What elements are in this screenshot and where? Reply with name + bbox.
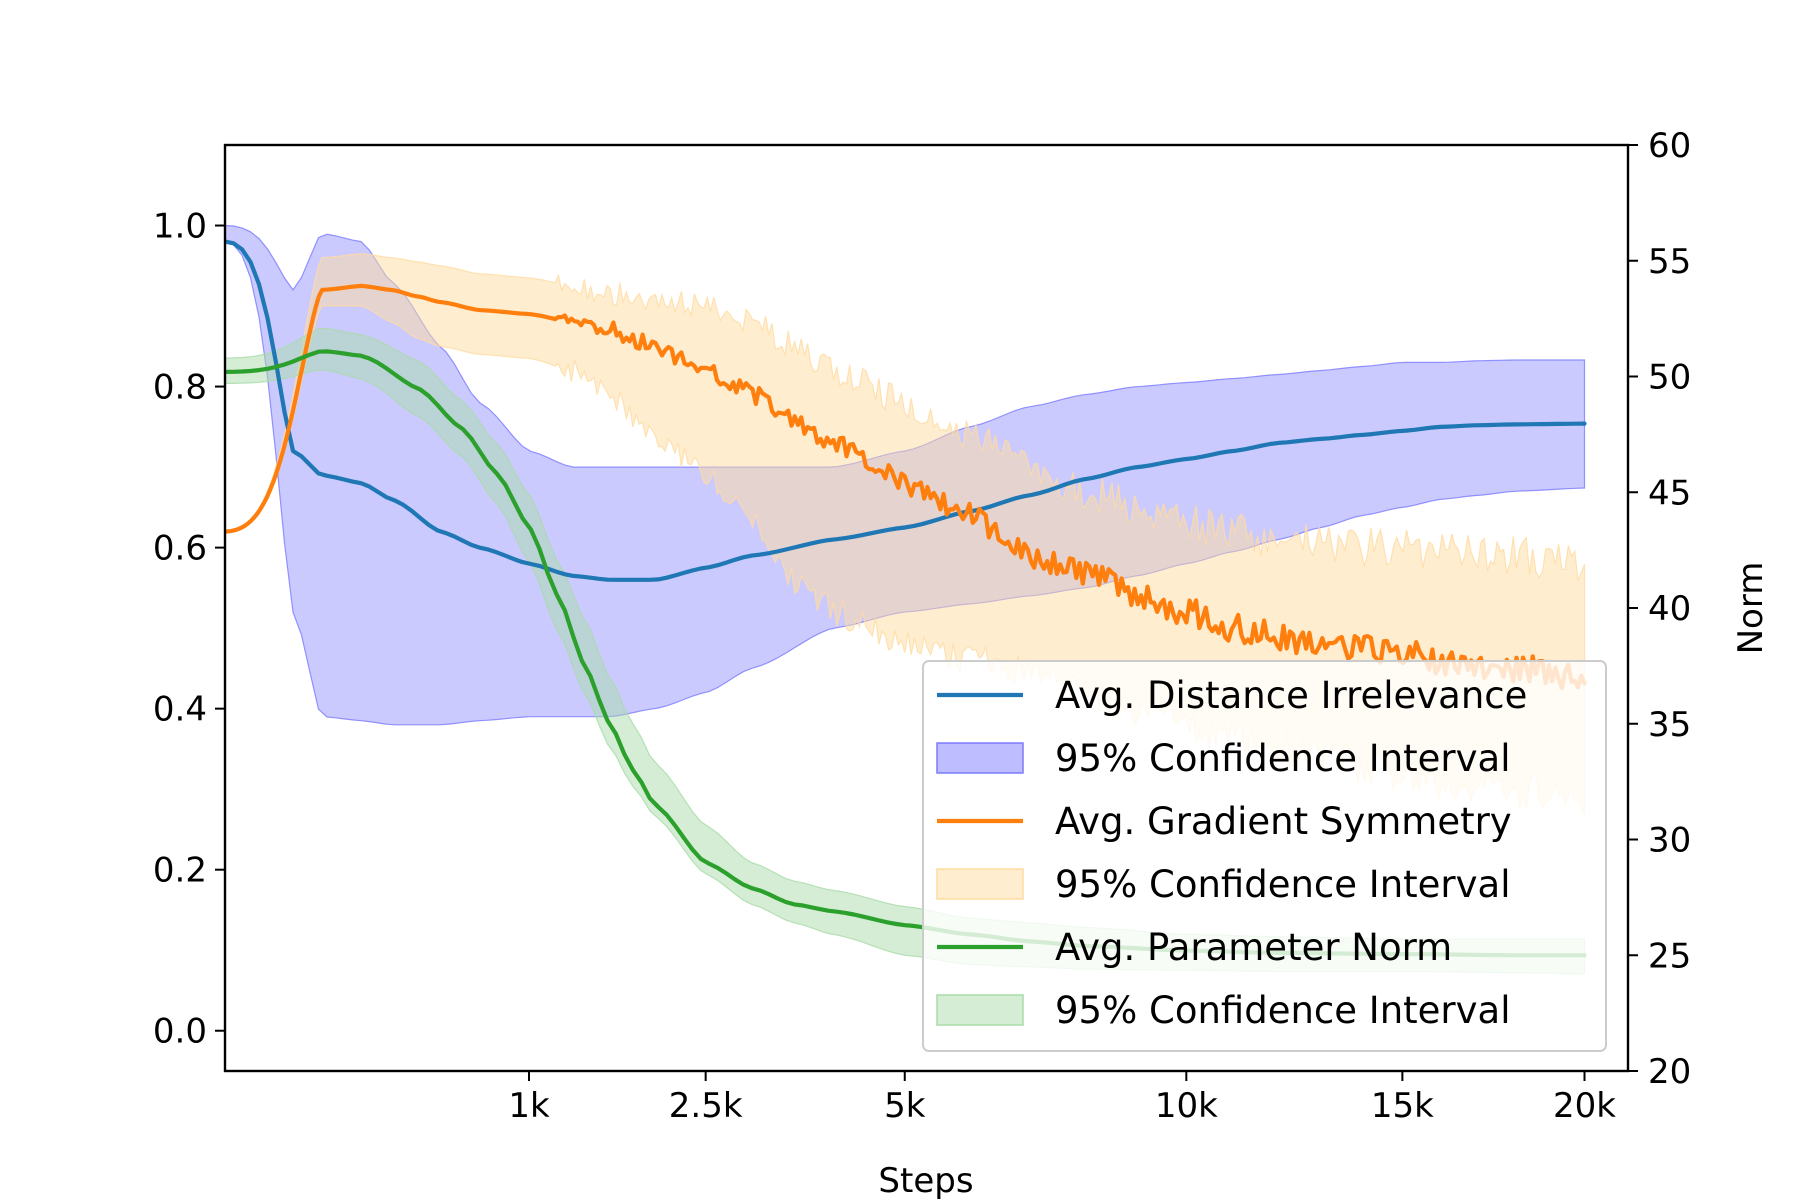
right-y-tick-label: 55 [1648, 242, 1691, 282]
x-tick-label: 5k [884, 1086, 926, 1126]
x-axis-title: Steps [878, 1161, 973, 1200]
left-y-tick-label: 0.0 [153, 1012, 207, 1052]
left-y-tick-label: 1.0 [153, 207, 207, 247]
legend-label: 95% Confidence Interval [1055, 737, 1511, 780]
legend-label: 95% Confidence Interval [1055, 863, 1511, 906]
right-y-tick-label: 60 [1648, 126, 1691, 166]
right-y-tick-label: 40 [1648, 589, 1691, 629]
legend: Avg. Distance Irrelevance 95% Confidence … [922, 660, 1607, 1052]
legend-label: Avg. Parameter Norm [1055, 926, 1452, 969]
left-y-tick-label: 0.2 [153, 851, 207, 891]
legend-band-swatch-2 [936, 868, 1024, 900]
left-y-tick-label: 0.4 [153, 690, 207, 730]
x-tick-label: 10k [1155, 1086, 1218, 1126]
left-y-tick-label: 0.8 [153, 368, 207, 408]
x-axis-ticks: 1k 2.5k 5k 10k 15k 20k [508, 1071, 1616, 1126]
series-line-1 [225, 239, 1587, 582]
legend-label: Avg. Distance Irrelevance [1055, 674, 1527, 717]
series-line-2 [225, 283, 1587, 690]
x-tick-label: 1k [508, 1086, 550, 1126]
left-y-axis-ticks: 0.0 0.2 0.4 0.6 0.8 1.0 [153, 207, 225, 1052]
legend-box [922, 660, 1607, 1052]
legend-band-swatch-3 [936, 994, 1024, 1026]
right-y-axis-ticks: 20 25 30 35 40 45 50 55 60 [1628, 126, 1691, 1092]
right-y-tick-label: 35 [1648, 705, 1691, 745]
right-y-tick-label: 20 [1648, 1052, 1691, 1092]
right-y-tick-label: 25 [1648, 936, 1691, 976]
x-tick-label: 20k [1553, 1086, 1616, 1126]
right-y-tick-label: 30 [1648, 821, 1691, 861]
x-tick-label: 2.5k [669, 1086, 743, 1126]
right-y-tick-label: 50 [1648, 358, 1691, 398]
legend-label: 95% Confidence Interval [1055, 989, 1511, 1032]
x-tick-label: 15k [1371, 1086, 1434, 1126]
legend-label: Avg. Gradient Symmetry [1055, 800, 1512, 843]
right-y-axis-title: Norm [1731, 562, 1771, 655]
right-y-tick-label: 45 [1648, 473, 1691, 513]
legend-band-swatch-1 [936, 742, 1024, 774]
left-y-tick-label: 0.6 [153, 529, 207, 569]
